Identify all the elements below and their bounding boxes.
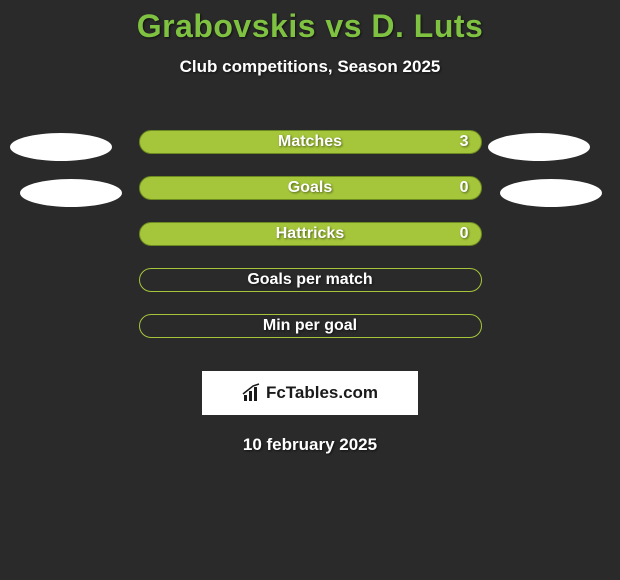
stat-bar: Goals 0 (139, 176, 482, 200)
brand-text: FcTables.com (266, 383, 378, 403)
comparison-infographic: Grabovskis vs D. Luts Club competitions,… (0, 0, 620, 455)
brand-box: FcTables.com (202, 371, 418, 415)
stat-bar: Min per goal (139, 314, 482, 338)
chart-icon (242, 383, 262, 403)
page-subtitle: Club competitions, Season 2025 (0, 57, 620, 77)
stat-bar: Goals per match (139, 268, 482, 292)
stat-row: Matches 3 (0, 119, 620, 165)
stat-row: Goals per match (0, 257, 620, 303)
stat-value: 0 (460, 225, 469, 243)
date-text: 10 february 2025 (0, 435, 620, 455)
stat-rows: Matches 3 Goals 0 Hattricks 0 Goals per match M… (0, 119, 620, 349)
player-marker-left (20, 179, 122, 207)
stat-row: Goals 0 (0, 165, 620, 211)
stat-label: Min per goal (263, 317, 357, 335)
player-marker-right (488, 133, 590, 161)
stat-value: 0 (460, 179, 469, 197)
stat-label: Goals (288, 179, 332, 197)
stat-label: Hattricks (276, 225, 344, 243)
player-marker-left (10, 133, 112, 161)
stat-row: Hattricks 0 (0, 211, 620, 257)
page-title: Grabovskis vs D. Luts (0, 8, 620, 45)
stat-bar: Hattricks 0 (139, 222, 482, 246)
stat-bar: Matches 3 (139, 130, 482, 154)
player-marker-right (500, 179, 602, 207)
stat-label: Goals per match (247, 271, 372, 289)
stat-label: Matches (278, 133, 342, 151)
stat-value: 3 (460, 133, 469, 151)
stat-row: Min per goal (0, 303, 620, 349)
